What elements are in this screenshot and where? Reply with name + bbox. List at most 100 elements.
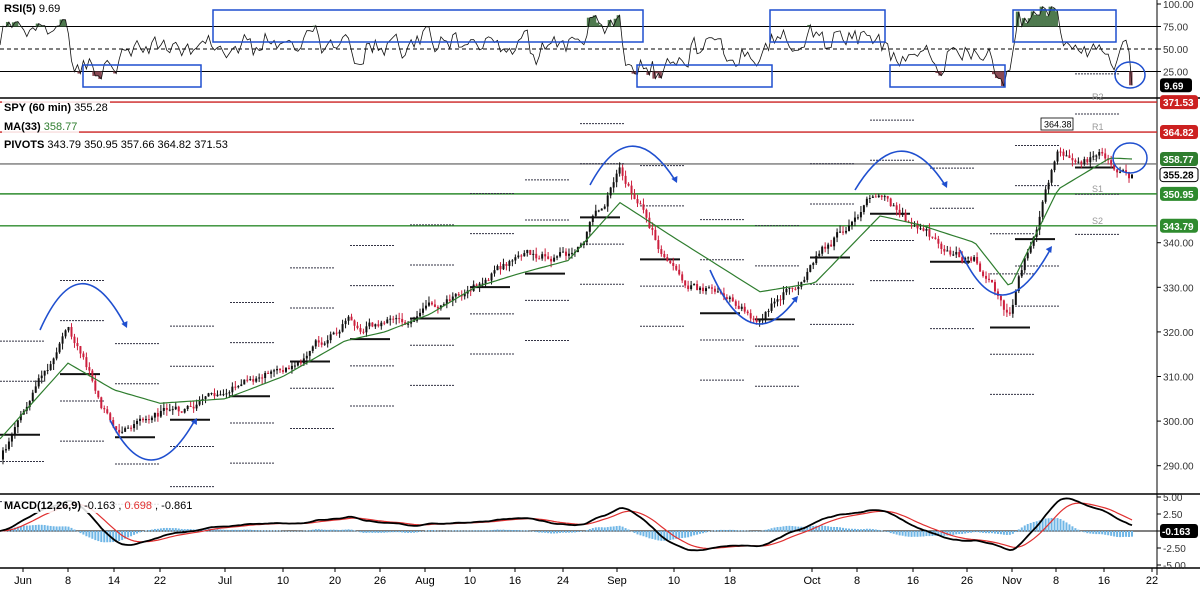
x-tick-label: 8: [1053, 575, 1059, 587]
candle-body: [943, 248, 946, 252]
candle-body: [362, 331, 365, 333]
candle-body: [990, 279, 993, 283]
ma-legend: MA(33) 358.77: [2, 120, 80, 134]
rsi-tick-label: 75.00: [1163, 23, 1188, 34]
macd-histogram-bar: [136, 531, 139, 534]
candle-body: [761, 318, 764, 321]
candle-body: [809, 265, 812, 272]
macd-histogram-bar: [103, 531, 106, 543]
candle-body: [344, 320, 347, 325]
candle-body: [383, 322, 386, 324]
macd-histogram-bar: [365, 531, 368, 533]
candle-body: [28, 400, 31, 407]
macd-histogram-bar: [824, 525, 827, 532]
candle-body: [567, 253, 570, 256]
macd-histogram-bar: [1053, 517, 1056, 532]
macd-histogram-bar: [642, 531, 645, 537]
macd-histogram-bar: [526, 530, 529, 532]
candle-body: [82, 353, 85, 358]
macd-tick-label: 5.00: [1163, 493, 1183, 504]
candle-body: [624, 175, 627, 184]
candle-body: [1095, 155, 1098, 157]
macd-histogram-bar: [809, 526, 812, 532]
macd-histogram-bar: [237, 529, 240, 532]
macd-tick-label: 2.50: [1163, 510, 1183, 521]
rsi-panel: [0, 6, 1157, 89]
candle-body: [725, 297, 728, 299]
macd-histogram-bar: [970, 531, 973, 533]
candle-body: [139, 418, 142, 421]
macd-histogram-bar: [127, 531, 130, 538]
candle-body: [639, 203, 642, 205]
candle-body: [496, 265, 499, 271]
candle-body: [538, 258, 541, 260]
macd-histogram-bar: [484, 530, 487, 532]
x-tick-label: Oct: [803, 575, 820, 587]
candle-body: [919, 228, 922, 230]
x-axis: Jun 8 14 22 Jul 10 20 26 Aug 10 16 24 Sep 10 18 Oct 8 16 2…: [0, 567, 1200, 587]
macd-histogram-bar: [579, 531, 582, 532]
candle-body: [457, 294, 460, 296]
macd-histogram-bar: [481, 530, 484, 532]
pivot-tag-text-s2: 343.79: [1163, 222, 1194, 233]
macd-histogram-bar: [159, 528, 162, 532]
candle-body: [106, 409, 109, 414]
pivot-tag-r1: [1160, 125, 1198, 140]
macd-histogram-bar: [180, 528, 183, 532]
macd-histogram-bar: [830, 526, 833, 532]
candle-body: [839, 231, 842, 233]
macd-histogram-bar: [451, 530, 454, 532]
macd-histogram-bar: [448, 530, 451, 532]
candle-body: [985, 275, 988, 279]
candle-body: [585, 231, 588, 243]
candle-body: [52, 358, 55, 365]
candle-body: [916, 223, 919, 229]
macd-histogram-bar: [130, 531, 133, 537]
macd-histogram-bar: [150, 529, 153, 532]
macd-histogram-bar: [115, 531, 118, 542]
macd-histogram-bar: [904, 531, 907, 537]
macd-histogram-bar: [186, 529, 189, 532]
macd-histogram-bar: [979, 531, 982, 533]
candle-body: [380, 322, 383, 327]
candle-body: [752, 318, 755, 320]
macd-histogram-bar: [314, 529, 317, 532]
macd-histogram-bar: [958, 531, 961, 535]
macd-histogram-bar: [654, 531, 657, 540]
rsi-value: 9.69: [38, 3, 61, 15]
candle-body: [445, 299, 448, 305]
candle-body: [234, 386, 237, 388]
macd-histogram-bar: [1056, 518, 1059, 532]
macd-histogram-bar: [407, 531, 410, 533]
candle-body: [43, 370, 46, 376]
candle-body: [153, 412, 156, 418]
candle-body: [1038, 216, 1041, 230]
macd-histogram-bar: [139, 531, 142, 533]
macd-histogram-bar: [648, 531, 651, 539]
rsi-oversold-fill: [655, 71, 659, 74]
macd-histogram-bar: [457, 530, 460, 532]
pivot-name-s1: S1: [1092, 184, 1103, 194]
macd-hist-value: -0.861: [161, 500, 193, 512]
macd-histogram-bar: [976, 531, 979, 533]
macd-histogram-bar: [1020, 527, 1023, 532]
macd-histogram-bar: [64, 526, 67, 532]
candle-body: [368, 322, 371, 327]
rsi-overbought-fill: [1030, 11, 1035, 27]
macd-histogram-bar: [1062, 520, 1065, 532]
candle-body: [299, 361, 302, 364]
candle-body: [413, 320, 416, 322]
candle-body: [603, 206, 606, 209]
candle-body: [37, 378, 40, 387]
candle-body: [716, 291, 719, 293]
price-tick-label: 290.00: [1163, 462, 1194, 473]
candle-body: [600, 208, 603, 211]
candle-body: [273, 370, 276, 372]
candle-body: [1062, 151, 1065, 156]
macd-histogram-bar: [311, 529, 314, 532]
candle-body: [1017, 276, 1020, 292]
ma-line: [0, 157, 1133, 440]
candle-body: [562, 251, 565, 253]
macd-histogram-bar: [341, 529, 344, 532]
candle-body: [853, 217, 856, 222]
